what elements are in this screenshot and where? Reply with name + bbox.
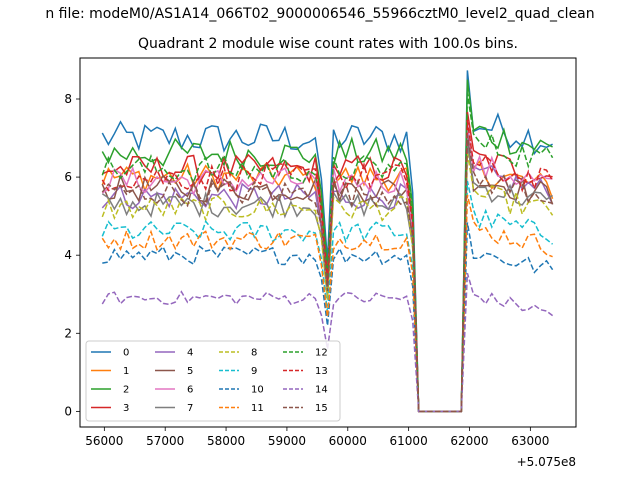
series-line-15 xyxy=(101,134,553,413)
x-tick-label: 62000 xyxy=(450,434,488,448)
legend-label-3: 3 xyxy=(123,403,129,414)
legend-label-8: 8 xyxy=(251,348,257,359)
series-line-13 xyxy=(101,120,554,413)
x-tick-label: 59000 xyxy=(268,434,306,448)
y-tick-label: 4 xyxy=(64,248,72,262)
legend-label-12: 12 xyxy=(315,348,328,359)
y-tick-label: 0 xyxy=(64,404,72,418)
plot-title: Quadrant 2 module wise count rates with … xyxy=(138,36,518,52)
x-tick-label: 57000 xyxy=(146,434,184,448)
legend-label-2: 2 xyxy=(123,385,129,396)
x-tick-label: 61000 xyxy=(390,434,428,448)
legend-label-5: 5 xyxy=(187,366,193,377)
series-line-14 xyxy=(101,272,554,413)
legend-label-15: 15 xyxy=(315,403,328,414)
legend-label-0: 0 xyxy=(123,348,129,359)
legend-box xyxy=(85,340,341,422)
legend-label-6: 6 xyxy=(187,385,193,396)
y-tick-label: 2 xyxy=(64,326,72,340)
series-layer xyxy=(101,70,554,413)
legend-label-13: 13 xyxy=(315,366,328,377)
x-tick-label: 63000 xyxy=(511,434,549,448)
y-tick-label: 6 xyxy=(64,170,72,184)
x-axis-offset-label: +5.075e8 xyxy=(517,455,576,469)
legend-label-9: 9 xyxy=(251,366,257,377)
legend-label-10: 10 xyxy=(251,385,264,396)
x-tick-label: 60000 xyxy=(329,434,367,448)
series-line-11 xyxy=(101,194,553,413)
y-tick-label: 8 xyxy=(64,92,72,106)
legend-label-14: 14 xyxy=(315,385,328,396)
figure-suptitle: n file: modeM0/AS1A14_066T02_9000006546_… xyxy=(45,6,595,22)
ticks-layer: 56000 57000 58000 59000 60000 61000 62000 63000… xyxy=(64,92,549,448)
legend-label-7: 7 xyxy=(187,403,193,414)
series-line-8 xyxy=(101,153,554,413)
x-tick-label: 58000 xyxy=(207,434,245,448)
series-line-10 xyxy=(102,222,554,413)
legend-label-11: 11 xyxy=(251,403,264,414)
axes-frame xyxy=(79,57,577,428)
legend-label-4: 4 xyxy=(187,348,193,359)
legend-label-1: 1 xyxy=(123,366,129,377)
x-tick-label: 56000 xyxy=(85,434,123,448)
